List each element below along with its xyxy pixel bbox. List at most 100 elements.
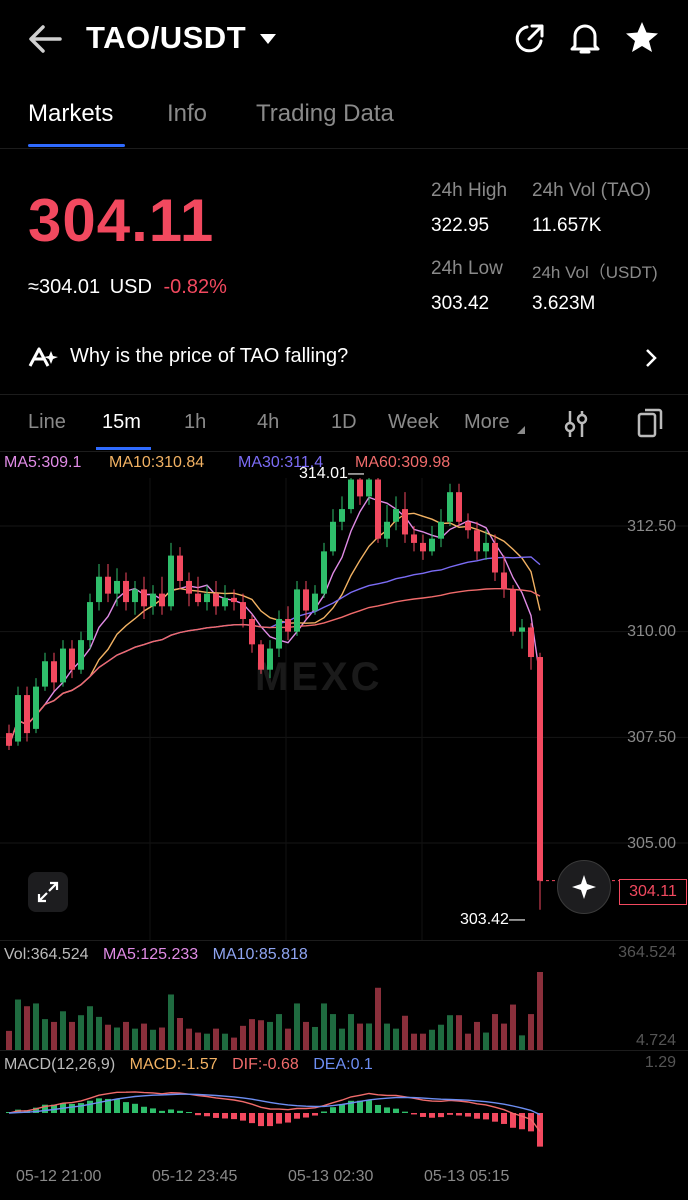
tf-1h[interactable]: 1h <box>184 411 207 433</box>
candle <box>69 640 75 679</box>
macd-histogram-bar <box>267 1113 273 1127</box>
expand-icon <box>37 881 59 903</box>
candle-body <box>276 618 282 649</box>
volume-bar <box>276 1014 282 1050</box>
indicator-settings-icon[interactable] <box>563 409 589 439</box>
tf-line[interactable]: Line <box>28 411 66 433</box>
tab-markets[interactable]: Markets <box>28 100 114 127</box>
candle <box>456 483 462 526</box>
bell-icon[interactable] <box>568 20 602 56</box>
ai-insight-icon <box>28 347 58 367</box>
candle-body <box>402 509 408 535</box>
candle <box>492 534 498 581</box>
vol-tao-value: 11.657K <box>532 215 602 236</box>
volume-bar <box>141 1023 147 1050</box>
volume-bar <box>384 1023 390 1050</box>
volume-bar <box>240 1025 246 1050</box>
volume-bar <box>303 1021 309 1050</box>
dif-value: DIF:-0.68 <box>232 1056 299 1073</box>
candle-body <box>186 580 192 594</box>
volume-bar <box>213 1028 219 1050</box>
volume-bar <box>105 1024 111 1050</box>
quick-action-button[interactable] <box>557 860 611 914</box>
tf-more[interactable]: More <box>464 411 510 433</box>
macd-histogram-bar <box>87 1100 93 1113</box>
tab-info[interactable]: Info <box>167 100 208 127</box>
volume-bar <box>411 1033 417 1050</box>
macd-histogram-bar <box>528 1113 534 1132</box>
macd-histogram-bar <box>177 1110 183 1113</box>
volume-bar <box>69 1021 75 1050</box>
candle <box>249 614 255 653</box>
macd-histogram-bar <box>231 1113 237 1120</box>
macd-histogram-bar <box>447 1113 453 1115</box>
divider <box>0 1050 688 1051</box>
volume-bar <box>528 1014 534 1050</box>
usd-price: ≈304.01 <box>28 276 101 298</box>
candle <box>411 526 417 552</box>
share-icon[interactable] <box>512 22 546 56</box>
macd-max: 1.29 <box>644 1054 676 1071</box>
last-price: 304.11 <box>28 187 215 254</box>
tab-trading-data[interactable]: Trading Data <box>256 100 394 127</box>
fullscreen-button[interactable] <box>28 872 68 912</box>
candle-body <box>330 521 336 552</box>
candle-body <box>87 602 93 641</box>
macd-histogram-bar <box>168 1109 174 1113</box>
dea-value: DEA:0.1 <box>313 1056 373 1073</box>
volume-bar <box>339 1028 345 1050</box>
macd-histogram-bar <box>96 1098 102 1113</box>
candle-body <box>357 479 363 497</box>
y-tick-305-00: 305.00 <box>627 835 676 852</box>
candle-body <box>528 627 534 658</box>
candle <box>384 504 390 548</box>
macd-histogram-bar <box>150 1108 156 1113</box>
candle <box>339 496 345 531</box>
candle-body <box>123 580 129 603</box>
candle-body <box>114 580 120 594</box>
volume-bar <box>96 1016 102 1050</box>
candle <box>267 640 273 679</box>
candle <box>501 555 507 598</box>
macd-histogram-bar <box>411 1113 417 1115</box>
caret-down-icon[interactable] <box>259 33 277 45</box>
back-arrow-icon[interactable] <box>26 22 64 56</box>
candle-body <box>231 597 237 603</box>
candle-body <box>15 695 21 742</box>
candle <box>528 623 534 670</box>
candle-body <box>33 686 39 729</box>
tf-1d[interactable]: 1D <box>331 411 357 433</box>
volume-bar <box>537 972 543 1050</box>
macd-histogram-bar <box>141 1106 147 1113</box>
tf-4h[interactable]: 4h <box>257 411 280 433</box>
candle <box>123 572 129 611</box>
vol-min: 4.724 <box>635 1032 676 1049</box>
macd-histogram-bar <box>33 1107 39 1113</box>
macd-histogram-bar <box>213 1113 219 1118</box>
tf-15m[interactable]: 15m <box>102 411 141 433</box>
more-caret-icon <box>517 426 525 434</box>
macd-histogram-bar <box>420 1113 426 1117</box>
vol-tao-label: 24h Vol (TAO) <box>532 180 651 201</box>
macd-histogram-bar <box>294 1113 300 1119</box>
macd-histogram-bar <box>384 1107 390 1113</box>
candle-body <box>537 657 543 881</box>
volume-bar <box>312 1026 318 1050</box>
volume-bar <box>51 1021 57 1050</box>
chart-settings-icon[interactable] <box>636 407 664 439</box>
star-icon[interactable] <box>624 20 660 54</box>
volume-bar <box>114 1027 120 1050</box>
macd-histogram-bar <box>330 1107 336 1113</box>
candle-body <box>150 593 156 607</box>
candle-body <box>384 521 390 539</box>
candle-body <box>303 589 309 611</box>
page-title[interactable]: TAO/USDT <box>86 20 247 55</box>
chevron-right-icon <box>646 349 657 367</box>
price-insight-link[interactable]: Why is the price of TAO falling? <box>28 338 660 378</box>
candle-body <box>312 593 318 611</box>
tf-week[interactable]: Week <box>388 411 439 433</box>
candle-body <box>393 509 399 522</box>
candle <box>132 580 138 615</box>
candlestick-chart[interactable] <box>0 478 688 940</box>
candle-body <box>195 593 201 603</box>
